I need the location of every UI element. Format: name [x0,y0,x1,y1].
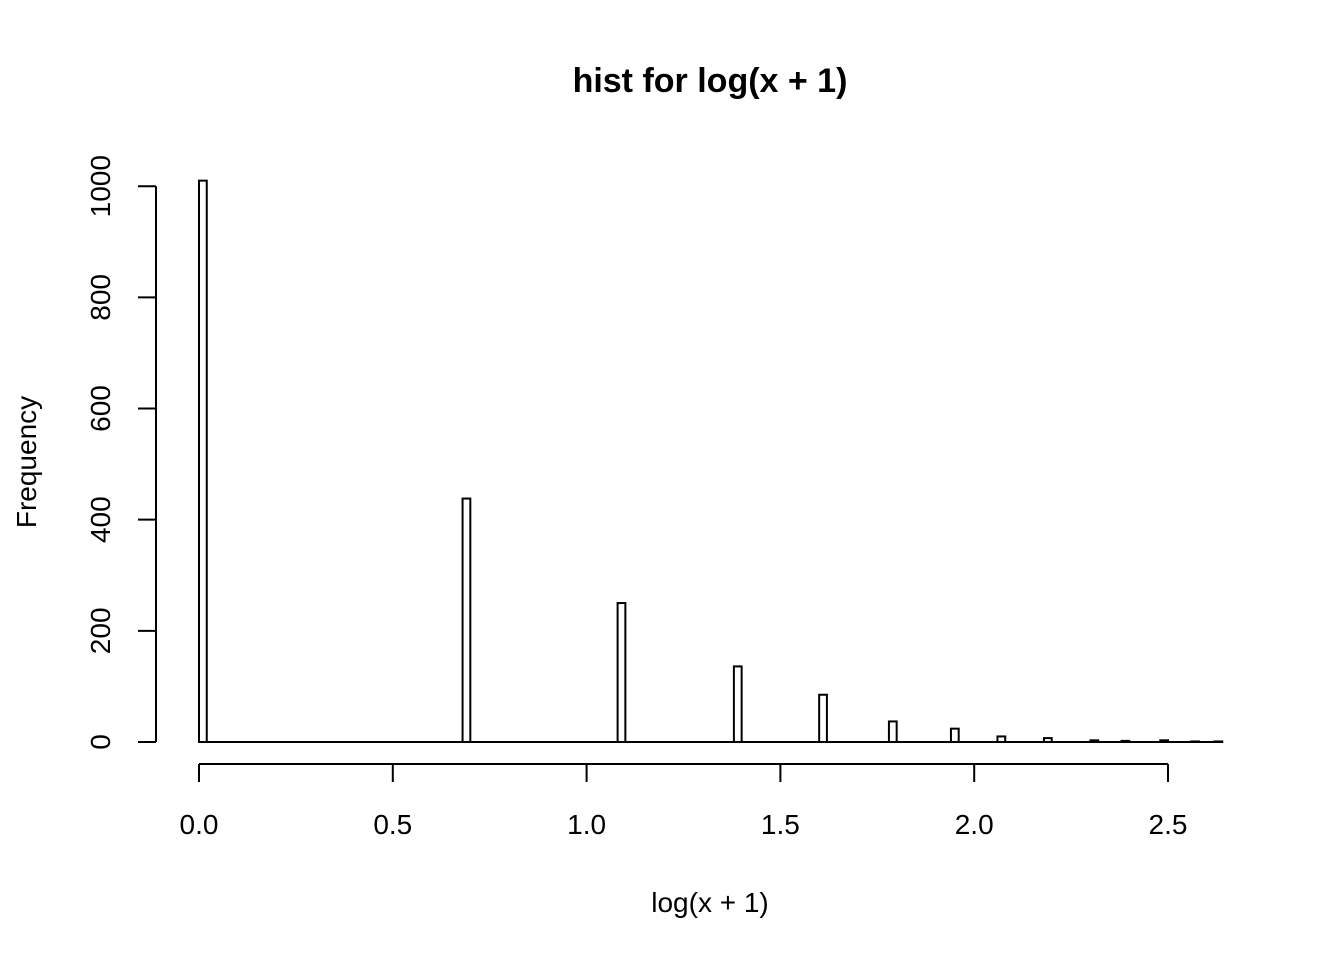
x-axis-label: log(x + 1) [651,887,769,918]
x-tick-label-5: 2.5 [1149,809,1188,840]
y-tick-label-1: 200 [85,607,116,654]
y-tick-label-4: 800 [85,274,116,321]
x-axis: 0.0 0.5 1.0 1.5 2.0 2.5 [180,763,1188,840]
histogram-bar-1 [461,497,472,743]
x-tick-label-3: 1.5 [761,809,800,840]
y-tick-label-5: 1000 [85,155,116,217]
x-tick-label-0: 0.0 [180,809,219,840]
x-tick-label-2: 1.0 [567,809,606,840]
y-tick-label-0: 0 [85,734,116,750]
histogram-bar-6 [949,727,960,744]
y-tick-label-3: 600 [85,385,116,432]
histogram-bar-2 [616,602,627,743]
histogram-bar-4 [818,693,828,744]
histogram-bars [198,179,1224,744]
y-axis: 0 200 400 600 800 1000 [85,155,157,750]
chart-title: hist for log(x + 1) [573,62,848,100]
histogram-bar-5 [887,720,898,744]
histogram-bar-0 [198,179,208,743]
x-tick-label-4: 2.0 [955,809,994,840]
histogram-bar-3 [732,665,743,743]
x-tick-label-1: 0.5 [373,809,412,840]
y-tick-label-2: 400 [85,496,116,543]
y-axis-label: Frequency [11,396,42,528]
